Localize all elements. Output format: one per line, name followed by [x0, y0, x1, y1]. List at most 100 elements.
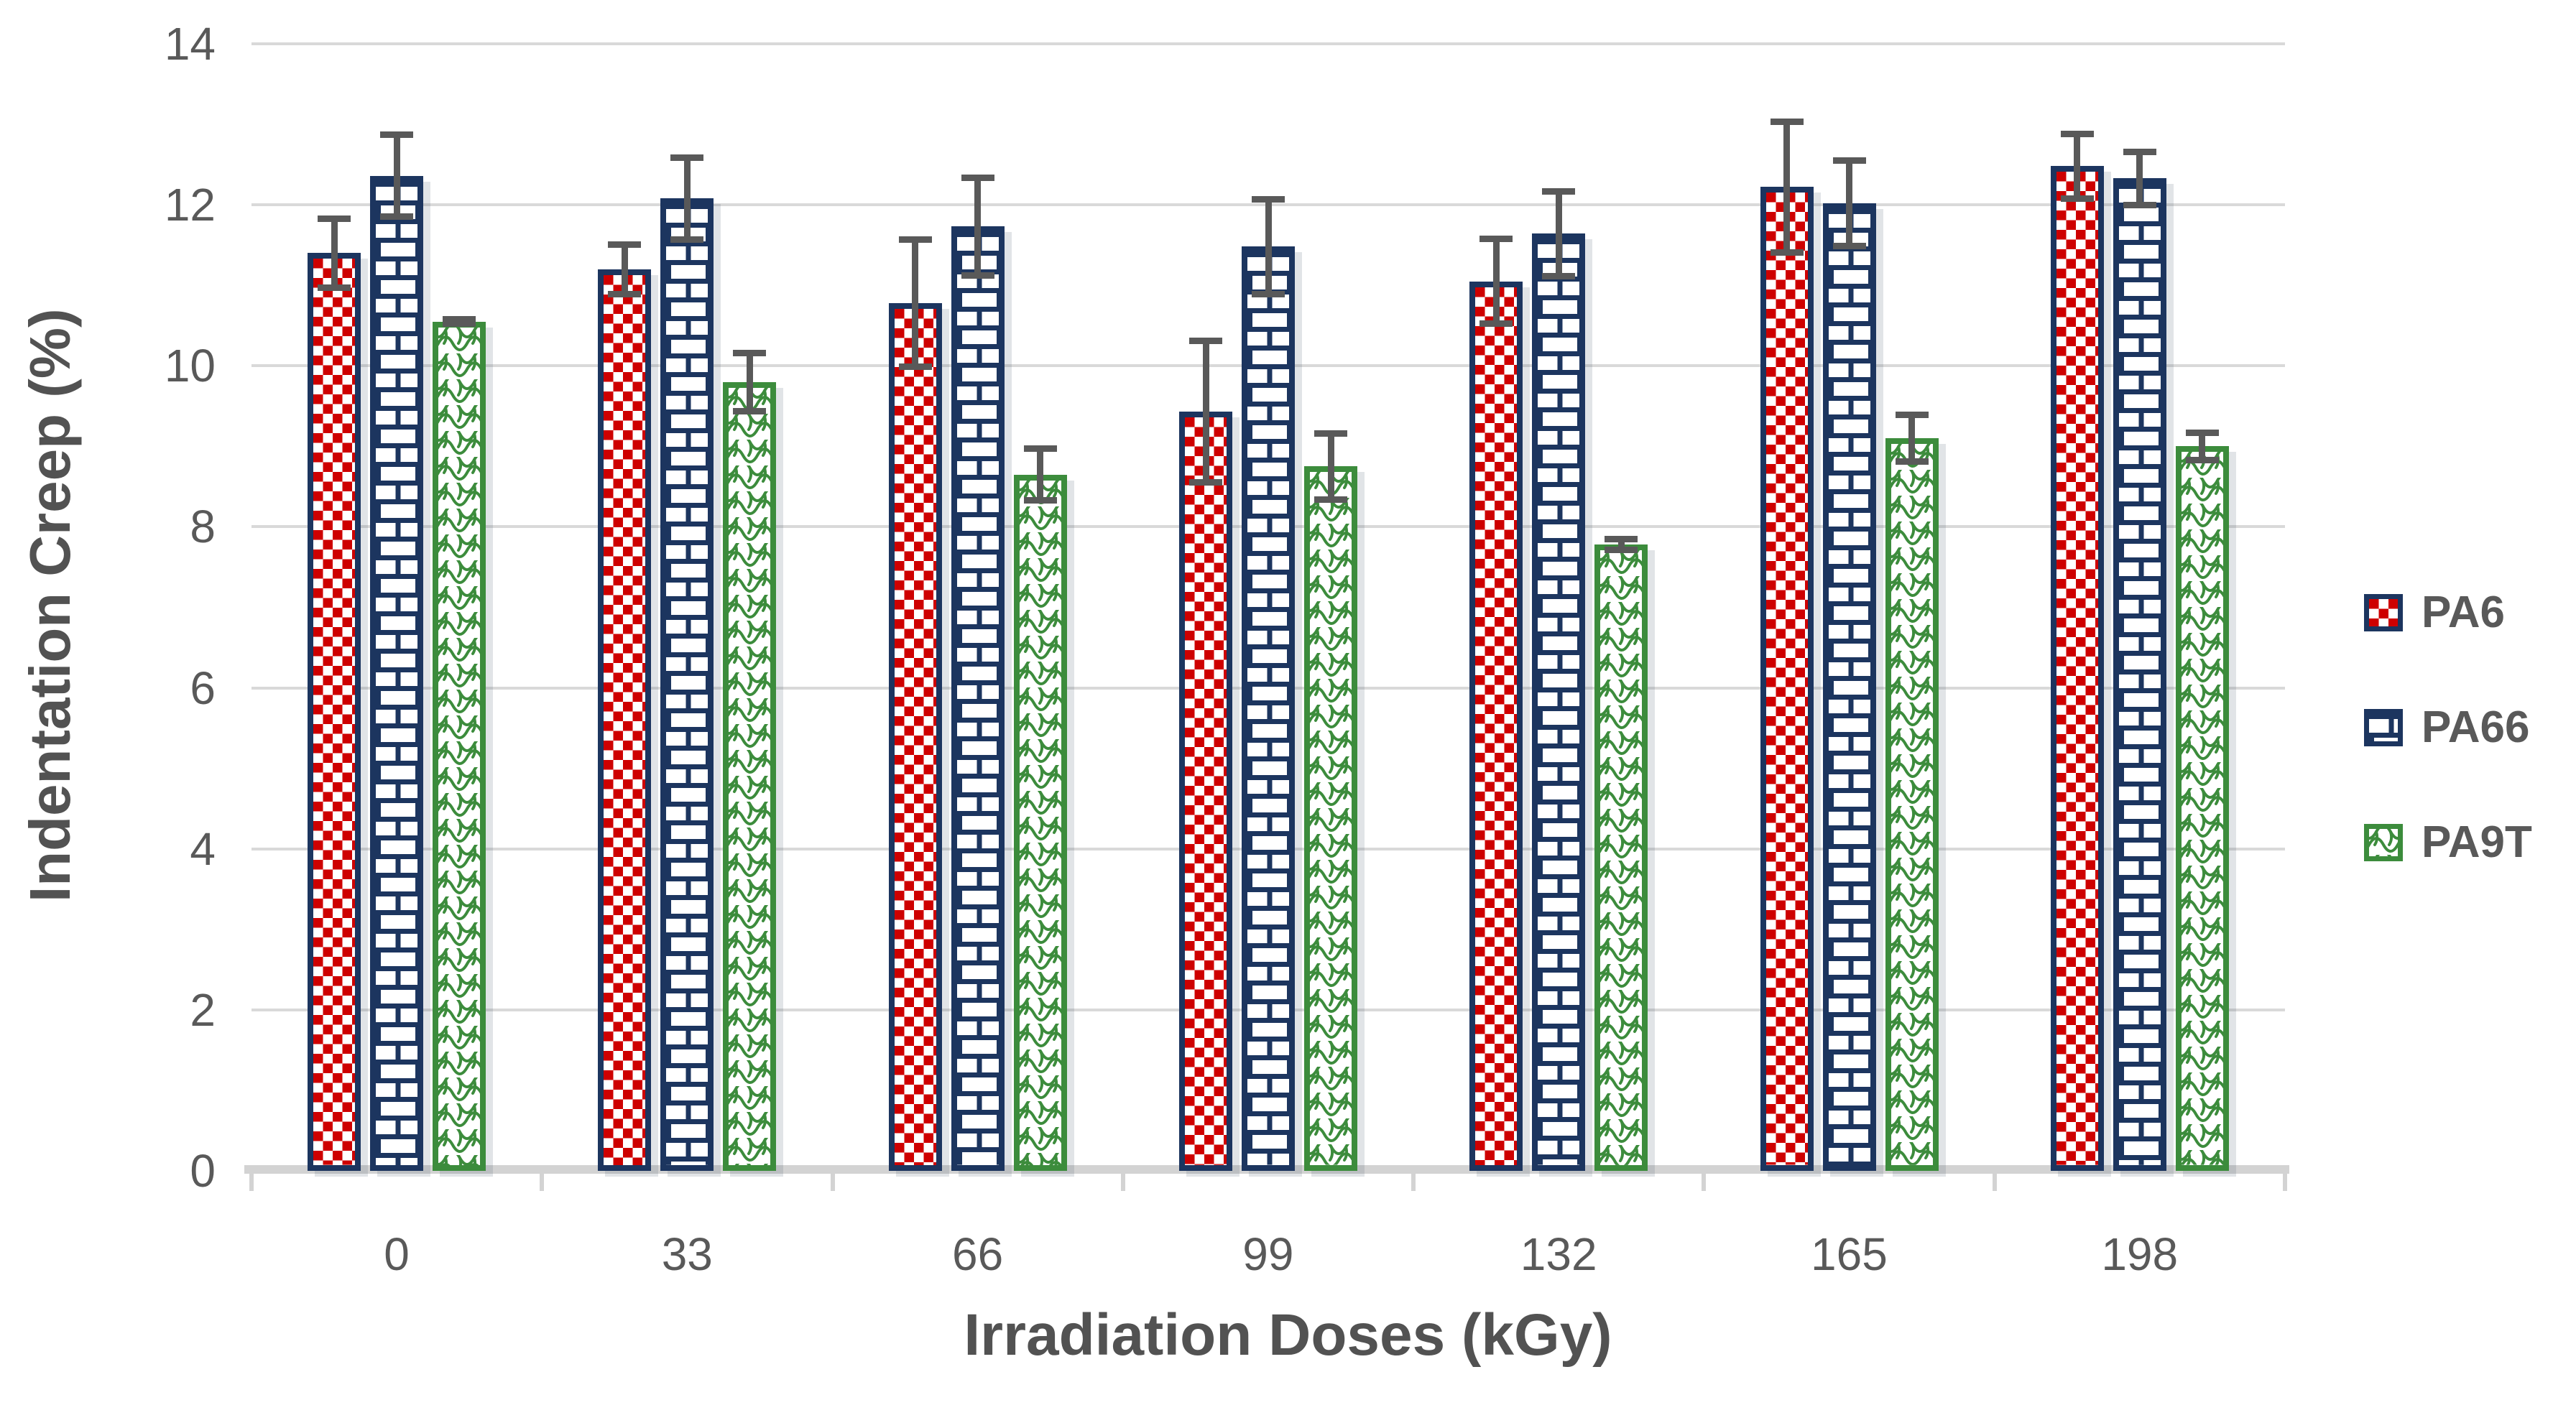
error-bar-cap-bottom — [1542, 273, 1576, 280]
scale-pattern-fill — [1019, 480, 1061, 1165]
brick-pattern-fill — [666, 204, 708, 1165]
error-bar-cap-top — [1252, 195, 1285, 203]
error-bar-cap-bottom — [961, 272, 994, 279]
error-bar-pa9t-dose-66 — [1023, 445, 1057, 504]
error-bar-cap-bottom — [318, 284, 351, 292]
error-bar-stem — [621, 241, 628, 297]
error-bar-stem — [1265, 195, 1272, 298]
error-bar-stem — [2136, 148, 2143, 208]
bar-pa66-dose-0 — [370, 175, 424, 1171]
error-bar-pa9t-dose-132 — [1605, 535, 1638, 554]
error-bar-stem — [746, 349, 753, 414]
bar-pa9t-dose-99 — [1304, 466, 1357, 1171]
scale-pattern-fill — [438, 327, 481, 1165]
error-bar-cap-bottom — [733, 407, 767, 414]
error-bar-cap-top — [1314, 430, 1347, 437]
axis-tick — [1120, 1168, 1125, 1191]
error-bar-pa6-dose-198 — [2060, 131, 2094, 202]
error-bar-pa6-dose-99 — [1189, 338, 1222, 486]
error-bar-cap-top — [670, 154, 704, 161]
checker-pattern-fill — [313, 259, 356, 1165]
error-bar-stem — [1327, 430, 1334, 503]
y-tick-label: 14 — [164, 18, 216, 70]
legend-swatch-scale — [2364, 824, 2403, 861]
error-bar-cap-bottom — [2185, 456, 2219, 463]
x-tick-label: 198 — [2101, 1228, 2179, 1280]
error-bar-pa6-dose-33 — [608, 241, 642, 297]
checker-pattern-fill — [604, 274, 646, 1165]
brick-pattern-fill — [956, 232, 999, 1165]
error-bar-pa6-dose-165 — [1770, 119, 1804, 256]
legend-swatch-checker — [2364, 594, 2403, 631]
error-bar-pa9t-dose-0 — [443, 315, 476, 328]
error-bar-cap-bottom — [1479, 320, 1513, 328]
error-bar-cap-bottom — [380, 213, 414, 221]
error-bar-stem — [2199, 429, 2206, 463]
x-tick-label: 33 — [661, 1228, 713, 1280]
bar-pa9t-dose-198 — [2175, 446, 2229, 1171]
error-bar-cap-top — [1542, 187, 1576, 195]
axis-tick — [540, 1168, 545, 1191]
error-bar-cap-bottom — [898, 363, 932, 370]
error-bar-cap-top — [2123, 148, 2156, 155]
error-bar-pa6-dose-66 — [898, 236, 932, 370]
x-axis-title: Irradiation Doses (kGy) — [964, 1302, 1612, 1368]
error-bar-stem — [1037, 445, 1044, 504]
error-bar-stem — [1908, 412, 1916, 465]
error-bar-pa66-dose-198 — [2123, 148, 2156, 208]
error-bar-cap-top — [380, 131, 414, 139]
error-bar-pa66-dose-66 — [961, 174, 994, 279]
bar-pa9t-dose-132 — [1594, 544, 1648, 1171]
y-tick-label: 4 — [190, 822, 216, 875]
x-tick-label: 66 — [951, 1228, 1004, 1280]
error-bar-stem — [974, 174, 982, 279]
bar-pa6-dose-165 — [1760, 187, 1814, 1171]
legend-item-pa9t: PA9T — [2364, 820, 2532, 865]
gridline — [251, 42, 2285, 45]
error-bar-cap-top — [2185, 429, 2219, 436]
x-tick-label: 99 — [1242, 1228, 1294, 1280]
error-bar-cap-top — [1023, 445, 1057, 453]
error-bar-stem — [683, 154, 691, 243]
y-tick-label: 8 — [190, 501, 216, 553]
legend-label: PA6 — [2422, 588, 2506, 637]
checker-pattern-fill — [1475, 287, 1518, 1165]
error-bar-pa66-dose-33 — [670, 154, 704, 243]
brick-pattern-fill — [1538, 239, 1580, 1165]
bar-pa66-dose-66 — [951, 226, 1005, 1171]
axis-tick — [1411, 1168, 1416, 1191]
error-bar-cap-top — [1832, 157, 1866, 164]
error-bar-stem — [912, 236, 919, 370]
checker-pattern-fill — [1185, 417, 1227, 1165]
error-bar-cap-bottom — [1832, 242, 1866, 249]
error-bar-stem — [1202, 338, 1209, 486]
scale-pattern-fill — [1891, 444, 1933, 1165]
bar-pa6-dose-33 — [598, 269, 652, 1171]
checker-pattern-fill — [894, 308, 936, 1165]
error-bar-stem — [1617, 535, 1625, 554]
error-bar-cap-bottom — [1252, 291, 1285, 298]
axis-tick — [1992, 1168, 1997, 1191]
error-bar-cap-bottom — [1314, 496, 1347, 503]
error-bar-cap-bottom — [2123, 201, 2156, 208]
error-bar-pa9t-dose-165 — [1895, 412, 1929, 465]
legend-item-pa66: PA66 — [2364, 705, 2530, 750]
error-bar-stem — [1555, 187, 1562, 280]
bar-pa9t-dose-0 — [433, 321, 486, 1171]
error-bar-cap-top — [1479, 235, 1513, 242]
error-bar-cap-top — [2060, 131, 2094, 138]
error-bar-stem — [1783, 119, 1791, 256]
error-bar-stem — [393, 131, 400, 221]
bar-pa66-dose-99 — [1242, 246, 1295, 1171]
y-tick-label: 12 — [164, 179, 216, 231]
legend-swatch-brick — [2364, 709, 2403, 746]
error-bar-cap-top — [318, 215, 351, 222]
checker-pattern-fill — [1765, 193, 1808, 1165]
error-bar-cap-bottom — [670, 236, 704, 243]
error-bar-pa9t-dose-33 — [733, 349, 767, 414]
error-bar-pa66-dose-99 — [1252, 195, 1285, 298]
brick-pattern-fill — [1828, 208, 1870, 1165]
bar-pa6-dose-99 — [1179, 412, 1232, 1171]
bar-pa9t-dose-165 — [1885, 438, 1939, 1171]
